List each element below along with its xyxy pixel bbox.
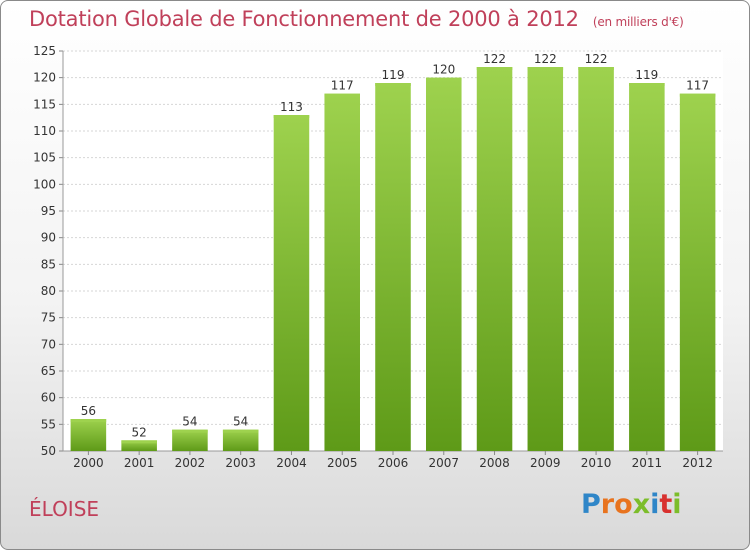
logo-letter: o xyxy=(614,489,633,520)
bar-value-label: 122 xyxy=(585,52,608,66)
bar-top-highlight xyxy=(324,93,360,97)
x-tick-label: 2012 xyxy=(682,456,713,470)
y-tick-label: 80 xyxy=(41,284,56,298)
x-tick-label: 2000 xyxy=(73,456,104,470)
y-tick-label: 70 xyxy=(41,337,56,351)
logo-letter: x xyxy=(632,489,651,520)
x-tick-label: 2010 xyxy=(581,456,612,470)
bar-value-label: 122 xyxy=(534,52,557,66)
bar-top-highlight xyxy=(70,419,107,422)
bar-top-highlight xyxy=(375,83,411,86)
x-tick-label: 2009 xyxy=(530,456,561,470)
bar-top-highlight xyxy=(679,93,716,97)
bar-value-label: 122 xyxy=(483,52,506,66)
y-tick-label: 50 xyxy=(41,444,56,458)
bar-top-highlight xyxy=(172,429,208,433)
bar-top-highlight xyxy=(121,440,157,444)
x-tick-label: 2005 xyxy=(327,456,358,470)
bar xyxy=(222,429,259,451)
y-tick-label: 85 xyxy=(41,257,56,271)
x-tick-label: 2004 xyxy=(276,456,307,470)
commune-name: ÉLOISE xyxy=(29,497,100,521)
y-tick-label: 125 xyxy=(33,44,56,58)
bar-top-highlight xyxy=(476,67,513,70)
bar xyxy=(527,67,564,451)
y-tick-label: 120 xyxy=(33,71,56,85)
y-tick-label: 55 xyxy=(41,417,56,431)
y-tick-label: 65 xyxy=(41,364,56,378)
y-tick-label: 95 xyxy=(41,204,56,218)
y-tick-label: 110 xyxy=(33,124,56,138)
chart-title: Dotation Globale de Fonctionnement de 20… xyxy=(29,7,684,31)
logo-letter: i xyxy=(672,489,682,520)
proxiti-logo: Proxiti xyxy=(581,489,682,520)
chart-unit-note: (en milliers d'€) xyxy=(592,15,684,29)
y-tick-label: 100 xyxy=(33,177,56,191)
x-tick-label: 2001 xyxy=(124,456,155,470)
bar xyxy=(426,77,462,452)
bar xyxy=(172,429,208,451)
bar-value-label: 54 xyxy=(182,415,197,429)
bar xyxy=(629,83,665,451)
bar-top-highlight xyxy=(273,115,310,118)
bar-top-highlight xyxy=(629,83,665,86)
x-tick-label: 2011 xyxy=(632,456,663,470)
logo-letter: t xyxy=(659,489,673,520)
logo-letter: P xyxy=(581,489,601,520)
y-tick-label: 115 xyxy=(33,97,56,111)
bar-top-highlight xyxy=(527,67,564,70)
y-tick-label: 90 xyxy=(41,231,56,245)
y-tick-label: 75 xyxy=(41,311,56,325)
bar xyxy=(121,440,157,451)
x-tick-label: 2006 xyxy=(378,456,409,470)
bar xyxy=(273,115,310,451)
x-tick-label: 2002 xyxy=(175,456,206,470)
x-tick-label: 2008 xyxy=(479,456,510,470)
bar-value-label: 117 xyxy=(331,79,354,93)
logo-letter: r xyxy=(600,489,615,520)
bar xyxy=(324,93,360,452)
x-tick-label: 2007 xyxy=(428,456,459,470)
bar xyxy=(679,93,716,452)
x-tick-label: 2003 xyxy=(225,456,256,470)
bar-value-label: 120 xyxy=(432,63,455,77)
bar-value-label: 113 xyxy=(280,100,303,114)
bar xyxy=(578,67,614,451)
logo-letter: i xyxy=(650,489,660,520)
chart-title-text: Dotation Globale de Fonctionnement de 20… xyxy=(29,7,579,31)
bar-top-highlight xyxy=(578,67,614,70)
bar xyxy=(375,83,411,451)
bar-value-label: 54 xyxy=(233,415,248,429)
bar-value-label: 119 xyxy=(635,68,658,82)
y-tick-label: 105 xyxy=(33,151,56,165)
bar-top-highlight xyxy=(426,77,462,81)
bar-top-highlight xyxy=(222,429,259,433)
bar xyxy=(476,67,513,451)
bar-value-label: 56 xyxy=(81,404,96,418)
y-tick-label: 60 xyxy=(41,391,56,405)
bar xyxy=(70,419,107,451)
bar-value-label: 52 xyxy=(132,425,147,439)
bar-value-label: 117 xyxy=(686,79,709,93)
bar-value-label: 119 xyxy=(382,68,405,82)
